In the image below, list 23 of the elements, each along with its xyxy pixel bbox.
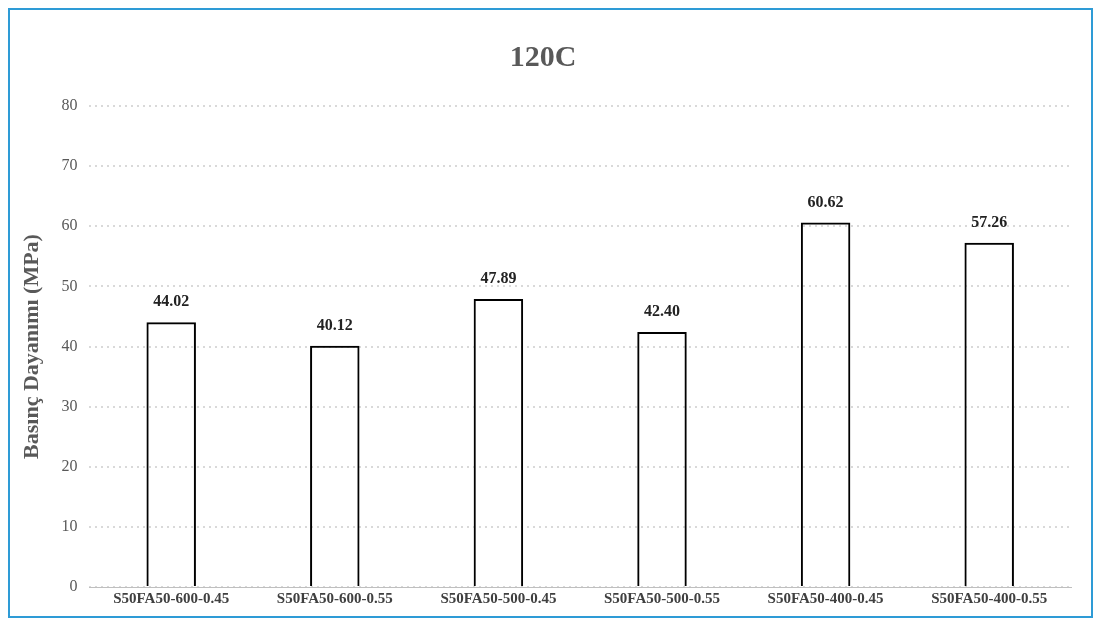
y-tick-label: 80 <box>61 96 78 114</box>
x-tick-label: S50FA50-400-0.55 <box>931 589 1048 606</box>
y-tick-label: 60 <box>61 216 78 234</box>
y-tick-label: 30 <box>61 396 78 414</box>
chart-title: 120C <box>509 38 577 72</box>
data-label: 40.12 <box>316 315 353 333</box>
y-tick-label: 0 <box>69 577 78 595</box>
data-label: 57.26 <box>971 212 1008 230</box>
x-tick-label: S50FA50-500-0.45 <box>440 589 557 606</box>
x-tick-label: S50FA50-600-0.45 <box>113 589 230 606</box>
data-label: 60.62 <box>807 192 844 210</box>
x-tick-label: S50FA50-500-0.55 <box>604 589 720 606</box>
y-axis-title: Basınç Dayanımı (MPa) <box>17 234 43 459</box>
data-label: 42.40 <box>644 302 680 320</box>
data-label: 44.02 <box>153 292 190 310</box>
y-tick-label: 70 <box>61 156 78 174</box>
y-tick-label: 10 <box>61 517 78 535</box>
data-label: 47.89 <box>480 269 517 287</box>
y-tick-label: 50 <box>61 276 78 294</box>
y-tick-label: 40 <box>61 336 78 354</box>
y-tick-label: 20 <box>61 456 78 474</box>
x-tick-label: S50FA50-600-0.55 <box>276 589 393 606</box>
x-tick-label: S50FA50-400-0.45 <box>767 589 884 606</box>
